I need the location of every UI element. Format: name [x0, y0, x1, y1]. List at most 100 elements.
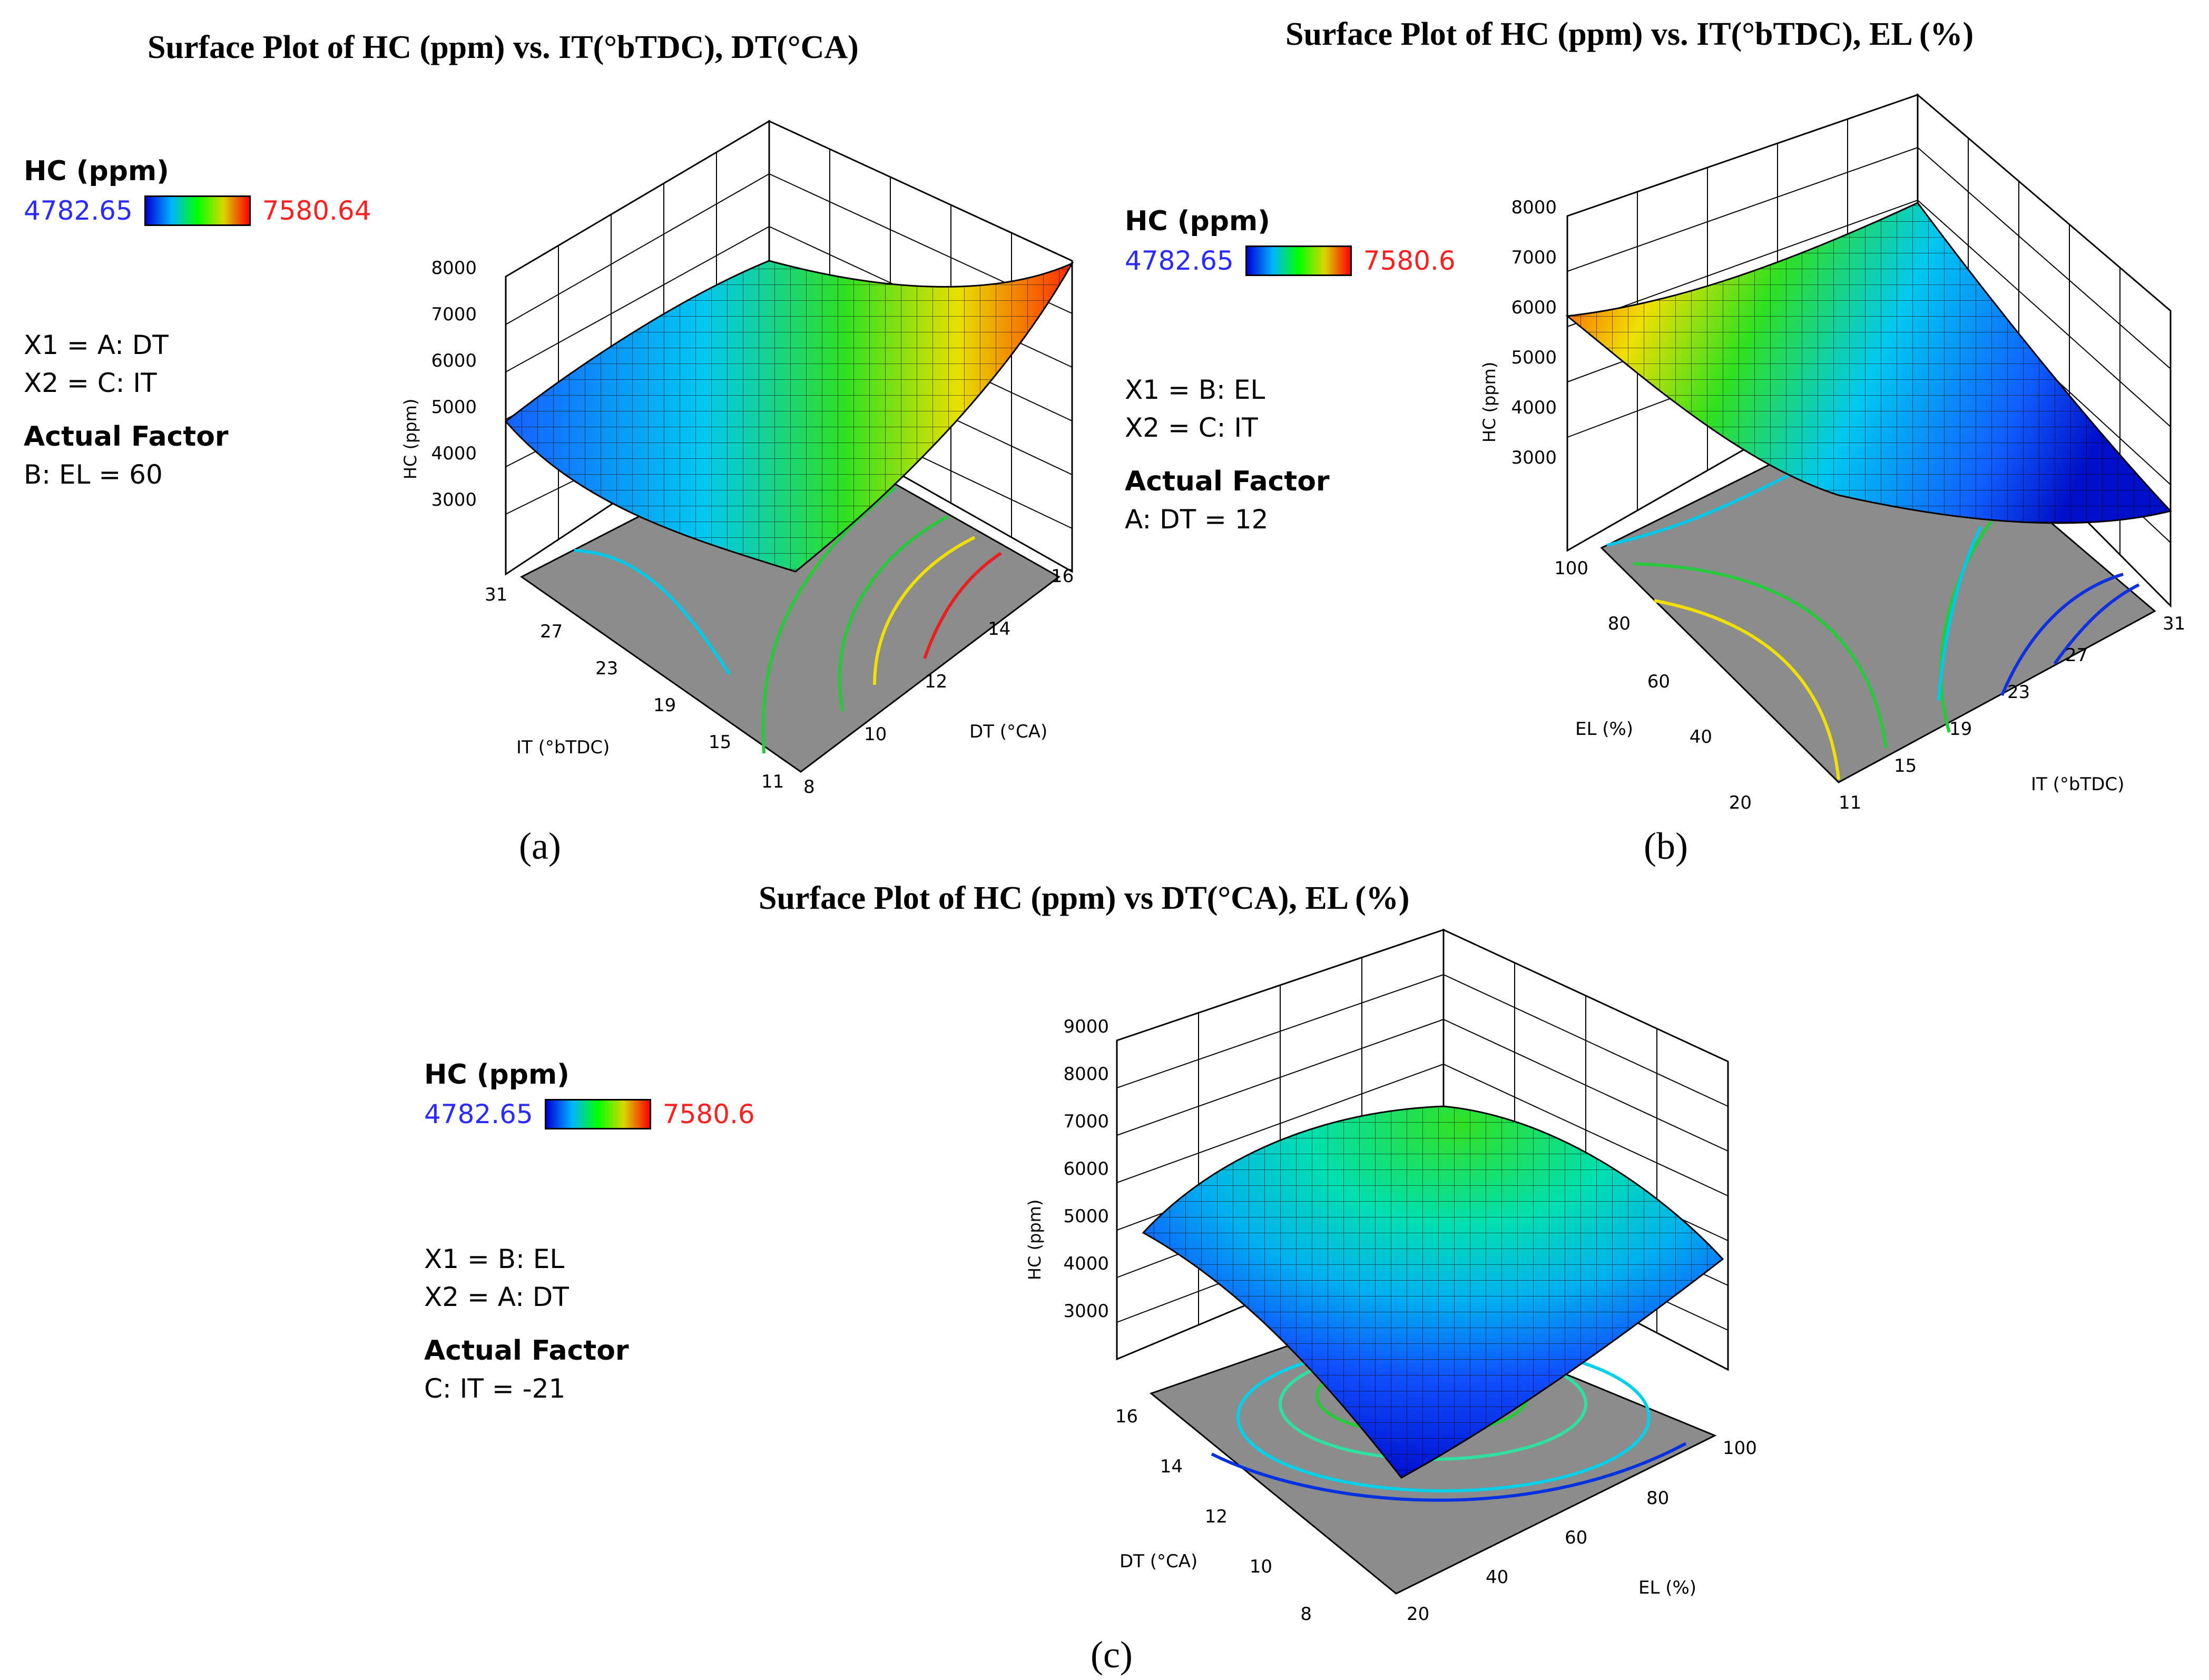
panel-a-title: Surface Plot of HC (ppm) vs. IT(°bTDC), …	[148, 30, 859, 65]
plot-a-zlabel: HC (ppm)	[400, 399, 420, 479]
plot-c-ztick: 9000	[1063, 1016, 1109, 1037]
plot-c-xtick: 8	[1300, 1604, 1312, 1625]
plot-b-xlabel: EL (%)	[1575, 719, 1633, 740]
legend-a: HC (ppm) 4782.65 7580.64 X1 = A: DT X2 =…	[24, 155, 371, 494]
plot-a-xtick: 8	[803, 777, 815, 798]
plot-b-ytick: 31	[2163, 613, 2185, 634]
legend-a-colorbar	[144, 195, 251, 226]
plot-c-xtick: 16	[1115, 1406, 1138, 1427]
plot-a-ztick: 3000	[431, 489, 477, 510]
plot-c-zlabel: HC (ppm)	[1025, 1200, 1045, 1280]
plot-b-ztick: 4000	[1511, 397, 1557, 418]
plot-c-ztick: 5000	[1063, 1206, 1109, 1227]
plot-c-ytick: 80	[1646, 1488, 1669, 1509]
legend-b-min: 4782.65	[1125, 245, 1234, 276]
plot-b-contour-cyan2	[1937, 526, 1982, 701]
plot-a-ztick: 6000	[431, 350, 477, 371]
plot-c-ytick: 100	[1723, 1438, 1757, 1459]
panel-b-title: Surface Plot of HC (ppm) vs. IT(°bTDC), …	[1285, 16, 1974, 52]
plot-a-xtick: 10	[864, 724, 887, 745]
plot-a-ztick: 4000	[431, 443, 477, 464]
plot-b-ytick: 23	[2007, 682, 2030, 703]
plot-b-contour-blue2	[2053, 583, 2140, 665]
plot-b-ylabel: IT (°bTDC)	[2031, 774, 2124, 795]
plot-a-contour-cyan	[574, 549, 731, 675]
legend-c-title: HC (ppm)	[424, 1059, 570, 1090]
legend-a-x2: X2 = C: IT	[24, 368, 157, 398]
plot-a-x-ticks: 8 10 12 14 16	[803, 566, 1074, 798]
plot-a-contour-red	[923, 552, 1002, 659]
plot-b-contour-yellow	[1654, 599, 1840, 780]
plot-a-xtick: 12	[925, 671, 947, 692]
plot-b-contour-green	[1633, 562, 1888, 749]
panel-a-label: (a)	[519, 825, 561, 867]
legend-b-actual-factor-title: Actual Factor	[1125, 466, 1330, 497]
plot-a-ytick: 15	[709, 732, 731, 753]
plot-c-ytick: 20	[1407, 1604, 1429, 1625]
plot-c-xlabel: DT (°CA)	[1120, 1551, 1197, 1572]
plot-b-contour-blue	[2000, 573, 2124, 696]
legend-c: HC (ppm) 4782.65 7580.6 X1 = B: EL X2 = …	[424, 1059, 755, 1408]
plot-a-contour-green2	[838, 515, 949, 712]
legend-b-x2: X2 = C: IT	[1125, 412, 1258, 443]
plot-c-ztick: 3000	[1063, 1301, 1109, 1322]
plot-b-xtick: 80	[1608, 613, 1631, 634]
plot-b-xtick: 40	[1690, 726, 1712, 748]
plot-b-ytick: 15	[1894, 755, 1917, 777]
legend-a-actual-factor: B: EL = 60	[24, 459, 163, 490]
plot-b-contour-green2	[1939, 520, 1993, 733]
legend-b-x1: X1 = B: EL	[1125, 375, 1265, 405]
plot-a-y-ticks: 31 27 23 19 15 11	[485, 584, 784, 792]
plot-c-ztick: 4000	[1063, 1253, 1109, 1274]
legend-c-max: 7580.6	[662, 1099, 755, 1129]
plot-b-ytick: 11	[1839, 792, 1861, 813]
panel-c-label: (c)	[1091, 1634, 1133, 1676]
legend-b-colorbar	[1245, 245, 1352, 276]
plot-a-ytick: 19	[653, 695, 676, 716]
legend-b-title: HC (ppm)	[1125, 205, 1270, 237]
plot-a-contour-green	[761, 486, 897, 754]
plot-a-ylabel: IT (°bTDC)	[516, 737, 610, 758]
panel-b-label: (b)	[1644, 825, 1688, 867]
plot-a-z-ticks: 8000 7000 6000 5000 4000 3000	[431, 258, 477, 510]
plot-c-xtick: 10	[1250, 1556, 1272, 1577]
plot-a-ztick: 7000	[431, 304, 477, 325]
plot-b-contour-cyan	[1606, 467, 1803, 547]
plot-a-contour-yellow	[873, 536, 976, 685]
plot-c-y-ticks: 20 40 60 80 100	[1407, 1438, 1757, 1625]
plot-b-xtick: 60	[1647, 671, 1670, 692]
plot-c-ztick: 7000	[1063, 1111, 1109, 1132]
plot-b-ztick: 8000	[1511, 197, 1557, 218]
plot-a-xlabel: DT (°CA)	[969, 721, 1047, 742]
plot-b-z-ticks: 8000 7000 6000 5000 4000 3000	[1511, 197, 1557, 468]
plot-a-ytick: 11	[761, 771, 784, 792]
legend-a-x1: X1 = A: DT	[24, 330, 169, 360]
plot-b-zlabel: HC (ppm)	[1479, 362, 1499, 443]
plot-b-ztick: 3000	[1511, 447, 1557, 468]
legend-c-actual-factor-title: Actual Factor	[424, 1335, 629, 1367]
legend-a-title: HC (ppm)	[24, 155, 169, 187]
plot-b-ztick: 6000	[1511, 297, 1557, 318]
legend-c-x2: X2 = A: DT	[424, 1282, 569, 1312]
plot-c-ztick: 8000	[1063, 1064, 1109, 1085]
plot-a-xtick: 14	[988, 618, 1010, 640]
panel-c-title: Surface Plot of HC (ppm) vs DT(°CA), EL …	[759, 880, 1410, 916]
plot-a-ytick: 27	[540, 621, 563, 642]
legend-c-actual-factor: C: IT = -21	[424, 1373, 566, 1404]
plot-c-ylabel: EL (%)	[1638, 1577, 1696, 1598]
plot-c-xtick: 14	[1160, 1456, 1183, 1477]
plot-c-ytick: 40	[1486, 1567, 1508, 1588]
plot-a-ytick: 31	[485, 584, 507, 605]
plot-a-ztick: 5000	[431, 397, 477, 418]
legend-b-actual-factor: A: DT = 12	[1125, 504, 1269, 535]
legend-a-min: 4782.65	[24, 195, 133, 226]
plot-c-x-ticks: 16 14 12 10 8	[1115, 1406, 1312, 1625]
legend-b-max: 7580.6	[1363, 245, 1456, 276]
plot-c-ytick: 60	[1565, 1527, 1587, 1548]
legend-a-max: 7580.64	[262, 195, 371, 226]
plot-b-x-ticks: 100 80 60 40 20	[1554, 558, 1752, 813]
plot-a-ztick: 8000	[431, 258, 477, 279]
plot-b-y-ticks: 11 15 19 23 27 31	[1839, 613, 2185, 813]
